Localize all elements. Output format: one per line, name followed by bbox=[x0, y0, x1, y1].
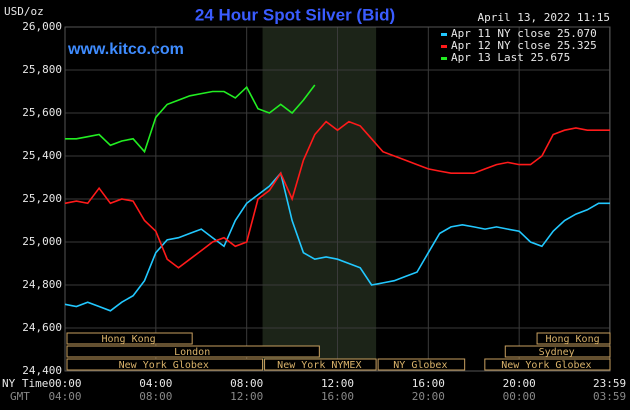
watermark: www.kitco.com bbox=[67, 41, 184, 58]
y-tick-label: 25,800 bbox=[22, 63, 62, 76]
legend-swatch bbox=[441, 45, 447, 48]
legend-label: Apr 13 Last 25.675 bbox=[451, 51, 570, 64]
x-tick-label: 16:00 bbox=[412, 377, 445, 390]
y-tick-label: 25,400 bbox=[22, 149, 62, 162]
session-label: NY Globex bbox=[393, 360, 447, 371]
legend-label: Apr 11 NY close 25.070 bbox=[451, 27, 597, 40]
gmt-tick-label: 16:00 bbox=[321, 390, 354, 403]
y-tick-label: 24,400 bbox=[22, 364, 62, 377]
series-line bbox=[64, 120, 610, 269]
gmt-tick-label: 00:00 bbox=[503, 390, 536, 403]
x-tick-label: 12:00 bbox=[321, 377, 354, 390]
plot-frame bbox=[64, 26, 611, 372]
session-label: New York NYMEX bbox=[277, 360, 361, 371]
gmt-tick-label: 20:00 bbox=[412, 390, 445, 403]
session-label: London bbox=[174, 347, 210, 358]
x-tick-label: 08:00 bbox=[230, 377, 263, 390]
gmt-tick-label: 04:00 bbox=[48, 390, 81, 403]
y-tick-label: 25,200 bbox=[22, 192, 62, 205]
x-tick-label: 04:00 bbox=[139, 377, 172, 390]
gmt-tick-label: 12:00 bbox=[230, 390, 263, 403]
gmt-tick-label: 03:59 bbox=[593, 390, 626, 403]
session-label: New York Globex bbox=[501, 360, 591, 371]
session-bar bbox=[484, 358, 611, 371]
session-bar bbox=[504, 345, 611, 358]
y-tick-label: 25,600 bbox=[22, 106, 62, 119]
legend-swatch bbox=[441, 57, 447, 60]
session-label: New York Globex bbox=[119, 360, 209, 371]
series-line bbox=[64, 171, 610, 312]
session-bar bbox=[377, 358, 466, 371]
x-tick-label: 20:00 bbox=[503, 377, 536, 390]
ny-time-label: NY Time bbox=[2, 377, 48, 390]
y-tick-label: 26,000 bbox=[22, 20, 62, 33]
x-tick-label: 00:00 bbox=[48, 377, 81, 390]
y-tick-label: 25,000 bbox=[22, 235, 62, 248]
session-bar bbox=[66, 358, 264, 371]
session-bar bbox=[536, 332, 611, 345]
session-label: Hong Kong bbox=[101, 334, 155, 345]
gmt-tick-label: 08:00 bbox=[139, 390, 172, 403]
session-bar bbox=[66, 345, 320, 358]
unit-label: USD/oz bbox=[4, 5, 44, 18]
chart-title: 24 Hour Spot Silver (Bid) bbox=[195, 5, 395, 24]
session-label: Sydney bbox=[539, 347, 575, 358]
timestamp: April 13, 2022 11:15 bbox=[478, 11, 610, 24]
gmt-label: GMT bbox=[10, 390, 30, 403]
series-line bbox=[65, 84, 316, 154]
session-label: Hong Kong bbox=[545, 334, 599, 345]
session-bar bbox=[264, 358, 377, 371]
y-tick-label: 24,600 bbox=[22, 321, 62, 334]
legend-label: Apr 12 NY close 25.325 bbox=[451, 39, 597, 52]
legend-swatch bbox=[441, 33, 447, 36]
x-tick-label: 23:59 bbox=[593, 377, 626, 390]
y-tick-label: 24,800 bbox=[22, 278, 62, 291]
session-bar bbox=[66, 332, 193, 345]
